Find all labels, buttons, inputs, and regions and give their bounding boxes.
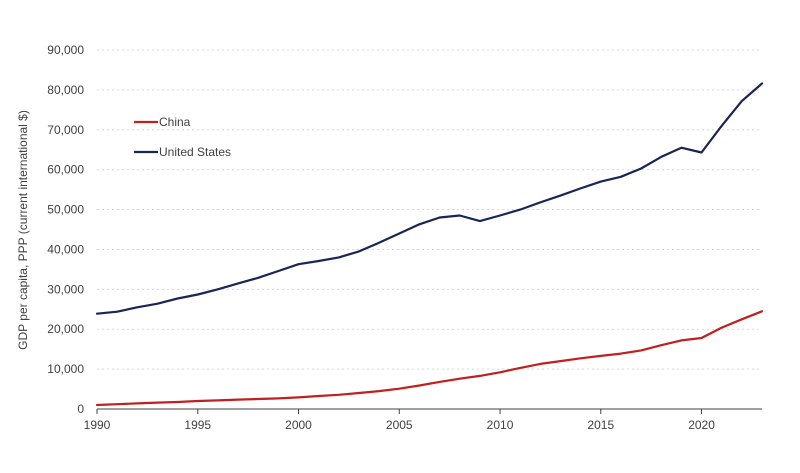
y-tick-label: 0 xyxy=(77,402,84,416)
y-tick-label: 40,000 xyxy=(47,242,84,256)
axes: 0 10,000 20,000 30,000 40,000 50,000 60,000 70,… xyxy=(47,43,762,432)
x-tick-label: 2010 xyxy=(487,418,514,432)
series-line-united-states xyxy=(95,82,764,315)
y-tick-label: 50,000 xyxy=(47,203,84,217)
y-tick-label: 10,000 xyxy=(47,362,84,376)
y-tick-label: 90,000 xyxy=(47,43,84,57)
x-tick-label: 1995 xyxy=(184,418,211,432)
y-tick-label: 70,000 xyxy=(47,123,84,137)
x-tick-label: 2020 xyxy=(688,418,715,432)
series-lines xyxy=(95,82,764,407)
y-axis-title: GDP per capita, PPP (current internation… xyxy=(16,110,30,350)
x-tick-label: 2015 xyxy=(587,418,614,432)
legend-label-united-states: United States xyxy=(159,145,231,159)
y-tick-label: 20,000 xyxy=(47,322,84,336)
legend: China United States xyxy=(134,115,231,159)
gridlines xyxy=(97,49,762,370)
y-tick-label: 80,000 xyxy=(47,83,84,97)
y-tick-label: 30,000 xyxy=(47,282,84,296)
series-line-china xyxy=(95,310,764,407)
x-tick-label: 2005 xyxy=(386,418,413,432)
x-tick-label: 1990 xyxy=(84,418,111,432)
legend-label-china: China xyxy=(159,115,191,129)
x-tick-label: 2000 xyxy=(285,418,312,432)
y-tick-label: 60,000 xyxy=(47,163,84,177)
